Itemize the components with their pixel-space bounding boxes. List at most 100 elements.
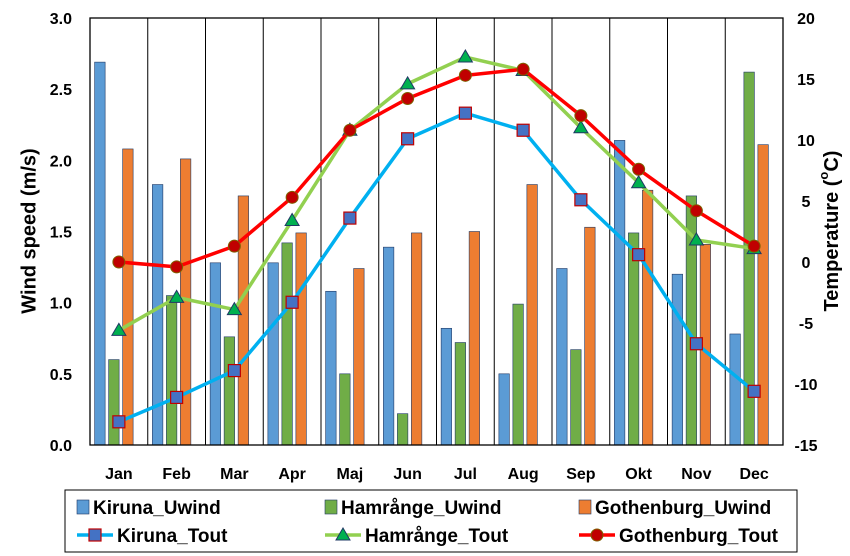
- legend-label-gothenburg-uwind: Gothenburg_Uwind: [595, 498, 771, 519]
- point-hamr-nge-tout-jul: [457, 49, 474, 63]
- bar-kiruna-uwind-okt: [614, 140, 626, 446]
- bar-hamr-nge-uwind-okt: [628, 232, 640, 446]
- y-tick-label: 1.5: [50, 225, 72, 242]
- bar-hamr-nge-uwind-apr: [281, 242, 293, 446]
- bar-hamr-nge-uwind-jan: [108, 359, 120, 446]
- bar-kiruna-uwind-sep: [556, 268, 568, 446]
- y-tick-label: 3.0: [50, 11, 72, 28]
- bar-hamr-nge-uwind-jun: [397, 413, 409, 446]
- point-kiruna-tout-nov: [689, 337, 703, 351]
- y2-tick-label: 10: [797, 133, 815, 150]
- bar-gothenburg-uwind-jan: [122, 148, 134, 446]
- point-kiruna-tout-apr: [285, 295, 299, 309]
- bar-kiruna-uwind-maj: [325, 290, 337, 446]
- point-gothenburg-tout-mar: [227, 239, 241, 253]
- lines: [111, 49, 762, 429]
- y-axis-title: Wind speed (m/s): [18, 148, 40, 313]
- y-tick-label: 2.5: [50, 82, 72, 99]
- point-gothenburg-tout-apr: [285, 190, 299, 204]
- point-gothenburg-tout-dec: [747, 239, 761, 253]
- bar-gothenburg-uwind-sep: [584, 226, 596, 446]
- y2-tick-label: 0: [802, 255, 811, 272]
- x-tick-label: Jul: [454, 466, 477, 483]
- x-tick-label: Apr: [278, 466, 306, 483]
- legend-label-gothenburg-tout: Gothenburg_Tout: [619, 526, 779, 547]
- y2-tick-label: -15: [794, 438, 817, 455]
- bar-kiruna-uwind-jun: [383, 246, 395, 446]
- legend-marker-hamr-nge-tout: [335, 527, 351, 541]
- point-gothenburg-tout-jul: [458, 68, 472, 82]
- point-hamr-nge-tout-feb: [168, 289, 185, 303]
- bar-hamr-nge-uwind-mar: [223, 336, 235, 446]
- point-gothenburg-tout-maj: [343, 123, 357, 137]
- legend-marker-gothenburg-tout: [590, 528, 604, 542]
- line-kiruna-tout: [117, 111, 756, 424]
- legend-label-kiruna-tout: Kiruna_Tout: [117, 526, 228, 547]
- x-tick-label: Feb: [162, 466, 191, 483]
- point-gothenburg-tout-jan: [112, 255, 126, 269]
- y2-tick-label: -5: [799, 316, 813, 333]
- bar-hamr-nge-uwind-feb: [166, 295, 178, 446]
- x-tick-label: Okt: [625, 466, 652, 483]
- bar-gothenburg-uwind-dec: [757, 144, 769, 446]
- x-tick-label: Mar: [220, 466, 248, 483]
- bar-hamr-nge-uwind-aug: [512, 303, 524, 446]
- bar-kiruna-uwind-jul: [440, 327, 452, 446]
- x-tick-label: Maj: [337, 466, 364, 483]
- y2-axis-ticks: -15 -10 -5 0 5 10 15 20: [794, 11, 817, 455]
- bar-gothenburg-uwind-okt: [642, 189, 654, 446]
- point-kiruna-tout-aug: [516, 123, 530, 137]
- line-gothenburg-tout: [117, 67, 756, 269]
- legend-swatch-hamr-nge-uwind: [324, 499, 338, 515]
- bar-gothenburg-uwind-jun: [411, 232, 423, 446]
- bar-kiruna-uwind-mar: [209, 262, 221, 446]
- bar-gothenburg-uwind-jul: [468, 231, 480, 446]
- point-hamr-nge-tout-nov: [688, 232, 705, 246]
- x-tick-label: Nov: [681, 466, 711, 483]
- point-kiruna-tout-jul: [458, 106, 472, 120]
- x-tick-label: Dec: [739, 466, 768, 483]
- legend-marker-kiruna-tout: [88, 528, 102, 542]
- point-kiruna-tout-mar: [227, 363, 241, 378]
- bars: [94, 61, 769, 446]
- legend-box: [64, 489, 798, 553]
- point-gothenburg-tout-jun: [401, 92, 415, 106]
- bar-gothenburg-uwind-aug: [526, 184, 538, 446]
- bar-hamr-nge-uwind-maj: [339, 373, 351, 446]
- bar-kiruna-uwind-nov: [671, 273, 683, 446]
- bar-kiruna-uwind-apr: [267, 262, 279, 446]
- legend: Kiruna_Uwind Hamrånge_Uwind Gothenburg_Uwi…: [76, 498, 779, 547]
- y2-tick-label: 20: [797, 11, 815, 28]
- point-kiruna-tout-feb: [170, 390, 184, 405]
- y2-axis-title: Temperature (oC): [816, 151, 843, 312]
- point-kiruna-tout-okt: [632, 248, 646, 262]
- bar-hamr-nge-uwind-sep: [570, 349, 582, 446]
- point-hamr-nge-tout-mar: [226, 301, 243, 316]
- point-hamr-nge-tout-jun: [399, 75, 416, 90]
- legend-label-kiruna-uwind: Kiruna_Uwind: [93, 498, 221, 519]
- plot-area-border: [89, 17, 784, 446]
- point-kiruna-tout-dec: [747, 384, 761, 398]
- point-gothenburg-tout-nov: [689, 204, 703, 218]
- point-kiruna-tout-jan: [112, 415, 126, 429]
- point-gothenburg-tout-sep: [574, 109, 588, 123]
- point-kiruna-tout-jun: [401, 132, 415, 146]
- point-hamr-nge-tout-sep: [573, 119, 589, 134]
- y2-tick-label: 5: [802, 194, 811, 211]
- bar-kiruna-uwind-aug: [498, 373, 510, 446]
- point-gothenburg-tout-feb: [170, 260, 184, 274]
- point-kiruna-tout-maj: [343, 211, 357, 225]
- x-tick-label: Jun: [393, 466, 421, 483]
- y-tick-label: 0.5: [50, 367, 72, 384]
- y2-tick-label: 15: [797, 72, 815, 89]
- y2-tick-label: -10: [794, 377, 817, 394]
- y-axis-ticks: 0.0 0.5 1.0 1.5 2.0 2.5 3.0: [50, 11, 72, 455]
- legend-swatch-gothenburg-uwind: [578, 499, 592, 515]
- legend-label-hamr-nge-tout: Hamrånge_Tout: [365, 526, 509, 547]
- x-axis-ticks: Jan Feb Mar Apr Maj Jun Jul Aug Sep Okt Nov Dec: [105, 466, 769, 483]
- point-gothenburg-tout-okt: [632, 162, 646, 176]
- point-kiruna-tout-sep: [574, 193, 588, 207]
- grid-lines: [147, 18, 726, 445]
- point-gothenburg-tout-aug: [516, 62, 530, 76]
